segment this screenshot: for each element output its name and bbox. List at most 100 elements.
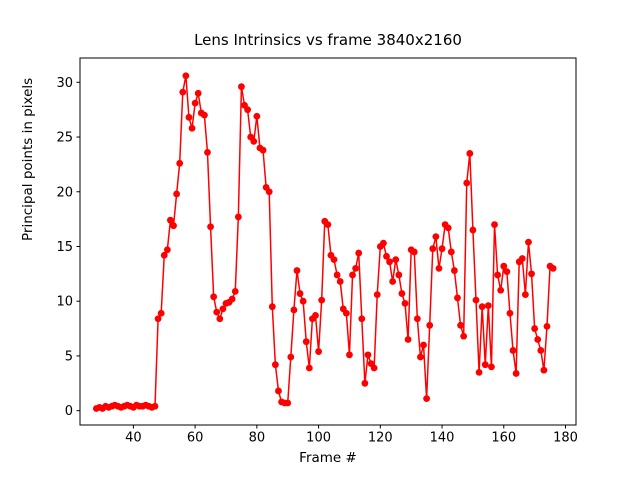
data-point: [549, 264, 557, 272]
data-point: [386, 258, 393, 266]
y-tick-label: 0: [65, 404, 73, 419]
data-point: [290, 306, 298, 314]
data-point: [296, 290, 304, 297]
data-point: [506, 309, 514, 317]
data-point: [395, 271, 403, 279]
data-point: [423, 395, 431, 403]
data-point: [268, 303, 276, 311]
data-point: [509, 347, 517, 354]
data-point: [275, 387, 282, 395]
data-point: [312, 312, 319, 319]
x-tick-label: 80: [249, 431, 266, 446]
data-point: [429, 245, 437, 253]
data-point: [518, 255, 526, 262]
data-point: [194, 89, 202, 97]
data-point: [200, 111, 208, 119]
data-point: [355, 249, 363, 257]
data-point: [454, 294, 461, 302]
data-point: [463, 179, 471, 187]
data-point: [484, 302, 492, 309]
data-point: [438, 245, 446, 253]
data-point: [244, 106, 252, 114]
data-point: [231, 287, 239, 295]
data-point: [521, 291, 529, 299]
data-point: [503, 268, 511, 276]
data-point: [543, 322, 551, 330]
y-tick-label: 10: [56, 295, 73, 310]
y-tick-label: 30: [56, 76, 73, 91]
data-point: [494, 271, 501, 279]
data-point: [324, 221, 332, 228]
data-point: [259, 146, 267, 154]
data-line: [95, 74, 554, 410]
data-point: [525, 238, 532, 246]
data-point: [380, 239, 387, 247]
y-tick-label: 20: [56, 185, 73, 200]
data-point: [531, 325, 539, 332]
x-tick-label: 140: [430, 431, 455, 446]
data-point: [435, 264, 443, 272]
data-point: [253, 112, 261, 120]
data-point: [364, 351, 372, 359]
data-point: [497, 286, 505, 294]
data-point: [299, 297, 307, 305]
data-point: [336, 278, 344, 285]
x-tick-label: 120: [368, 431, 393, 446]
data-point: [157, 309, 165, 317]
data-point: [512, 370, 520, 377]
data-point: [401, 300, 409, 307]
chart-title: Lens Intrinsics vs frame 3840x2160: [194, 31, 462, 49]
data-point: [444, 224, 452, 232]
data-point: [417, 353, 424, 361]
x-tick-label: 100: [306, 431, 331, 446]
data-point: [392, 256, 400, 264]
data-point: [540, 366, 548, 374]
data-point: [528, 270, 535, 278]
data-point: [318, 296, 326, 304]
data-point: [383, 252, 390, 260]
data-point: [410, 248, 418, 256]
data-point: [478, 303, 486, 311]
data-point: [151, 402, 159, 410]
data-point: [460, 332, 468, 340]
data-point: [457, 321, 464, 329]
x-tick-label: 60: [187, 431, 204, 446]
data-point: [213, 308, 221, 316]
data-point: [315, 348, 322, 355]
data-point: [207, 223, 214, 231]
data-point: [216, 315, 224, 323]
data-point: [271, 361, 279, 369]
data-point: [358, 315, 366, 323]
data-point: [330, 256, 338, 264]
data-point: [163, 246, 171, 254]
data-point: [234, 213, 242, 221]
data-point: [426, 321, 434, 329]
data-point: [167, 216, 174, 224]
data-point: [219, 305, 227, 313]
data-point: [284, 399, 292, 407]
data-point: [305, 364, 313, 372]
data-point: [481, 361, 489, 369]
data-point: [361, 379, 369, 387]
data-point: [349, 271, 356, 279]
data-point: [370, 364, 378, 372]
data-point: [250, 138, 258, 145]
data-point: [398, 290, 406, 297]
data-point: [404, 336, 412, 343]
data-point: [534, 336, 542, 343]
axes-spines: [79, 57, 577, 426]
y-tick-label: 25: [56, 131, 73, 146]
data-point: [491, 221, 498, 228]
x-tick-label: 160: [491, 431, 516, 446]
data-point: [352, 264, 360, 272]
y-tick-label: 15: [56, 240, 73, 255]
data-point: [238, 83, 245, 91]
data-point: [537, 347, 545, 354]
data-point: [333, 271, 341, 279]
data-point: [228, 295, 236, 303]
data-point: [450, 267, 458, 274]
data-point: [389, 278, 397, 285]
data-point: [173, 190, 181, 198]
